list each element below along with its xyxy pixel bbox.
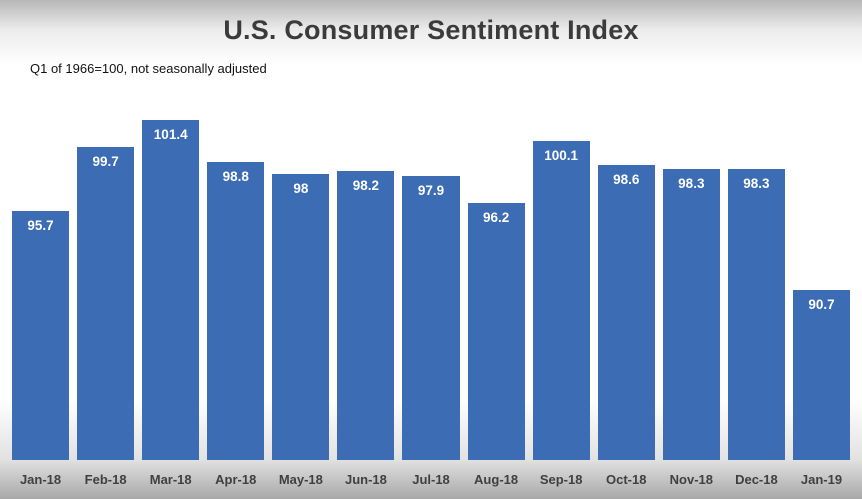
plot-area: 95.7 Jan-18 99.7 Feb-18 101.4 Mar-18 98.8 Apr-1… [8, 98, 854, 492]
bar: 98.3 [662, 169, 720, 460]
x-axis-label: Oct-18 [606, 471, 647, 487]
x-axis-label: Aug-18 [474, 471, 519, 487]
bar: 98.2 [337, 171, 395, 460]
bar-area: 96.2 [467, 98, 525, 460]
bar-group-apr-18: 98.8 Apr-18 [203, 98, 268, 492]
x-axis-label: May-18 [278, 471, 323, 487]
bar: 98.8 [207, 161, 265, 460]
x-axis-label: Dec-18 [735, 471, 778, 487]
bar-area: 98.6 [597, 98, 655, 460]
bar-group-jul-18: 97.9 Jul-18 [398, 98, 463, 492]
x-axis-label: Feb-18 [84, 471, 127, 487]
bar-value-label: 98.3 [743, 176, 770, 192]
bar-value-label: 97.9 [417, 182, 445, 198]
bar-area: 98.8 [207, 98, 265, 460]
bar-value-label: 100.1 [544, 147, 579, 163]
bar-area: 90.7 [792, 98, 851, 460]
bar-area: 100.1 [532, 98, 590, 460]
bar-group-may-18: 98 May-18 [268, 98, 333, 492]
bar: 97.9 [402, 175, 460, 460]
bar-value-label: 98.3 [678, 176, 705, 192]
bar-area: 101.4 [142, 98, 200, 460]
bar: 98.3 [727, 169, 785, 460]
bar: 96.2 [467, 202, 525, 460]
x-axis-label: Nov-18 [669, 471, 713, 487]
x-axis-label: Jan-18 [19, 471, 62, 487]
bar: 90.7 [792, 290, 851, 460]
x-axis-label: Apr-18 [215, 471, 257, 487]
bar-value-label: 98 [293, 181, 309, 197]
bar: 99.7 [77, 147, 135, 460]
bar-value-label: 95.7 [27, 217, 54, 233]
bar-area: 98.3 [727, 98, 785, 460]
bar-value-label: 99.7 [92, 154, 119, 170]
bar-group-aug-18: 96.2 Aug-18 [464, 98, 529, 492]
bar: 95.7 [12, 210, 70, 460]
bar-value-label: 98.8 [222, 168, 249, 184]
bar-area: 98.2 [337, 98, 395, 460]
bar-group-mar-18: 101.4 Mar-18 [138, 98, 203, 492]
bar-group-jan-19: 90.7 Jan-19 [789, 98, 854, 492]
bar: 98 [272, 174, 330, 460]
bar: 100.1 [532, 140, 590, 460]
bar: 101.4 [142, 120, 200, 460]
bar-value-label: 98.6 [613, 171, 640, 187]
bar-value-label: 98.2 [352, 178, 380, 194]
bar-group-oct-18: 98.6 Oct-18 [594, 98, 659, 492]
bar-group-jun-18: 98.2 Jun-18 [333, 98, 398, 492]
bar-group-dec-18: 98.3 Dec-18 [724, 98, 789, 492]
bar-area: 97.9 [402, 98, 460, 460]
chart-title: U.S. Consumer Sentiment Index [223, 15, 639, 45]
bar-group-jan-18: 95.7 Jan-18 [8, 98, 73, 492]
bar-area: 95.7 [12, 98, 70, 460]
bar-value-label: 96.2 [482, 209, 510, 225]
bar-area: 98 [272, 98, 330, 460]
chart-subtitle: Q1 of 1966=100, not seasonally adjusted [30, 61, 267, 76]
x-axis-label: Jun-18 [344, 471, 387, 487]
x-axis-label: Mar-18 [149, 471, 192, 487]
x-axis-label: Jul-18 [412, 471, 450, 487]
bar-group-feb-18: 99.7 Feb-18 [73, 98, 138, 492]
bar: 98.6 [597, 164, 655, 460]
bar-area: 99.7 [77, 98, 135, 460]
bar-group-sep-18: 100.1 Sep-18 [529, 98, 594, 492]
bar-group-nov-18: 98.3 Nov-18 [659, 98, 724, 492]
bar-area: 98.3 [662, 98, 720, 460]
x-axis-label: Sep-18 [539, 471, 583, 487]
bar-value-label: 101.4 [153, 127, 188, 143]
bar-value-label: 90.7 [808, 297, 835, 313]
x-axis-label: Jan-19 [800, 471, 843, 487]
